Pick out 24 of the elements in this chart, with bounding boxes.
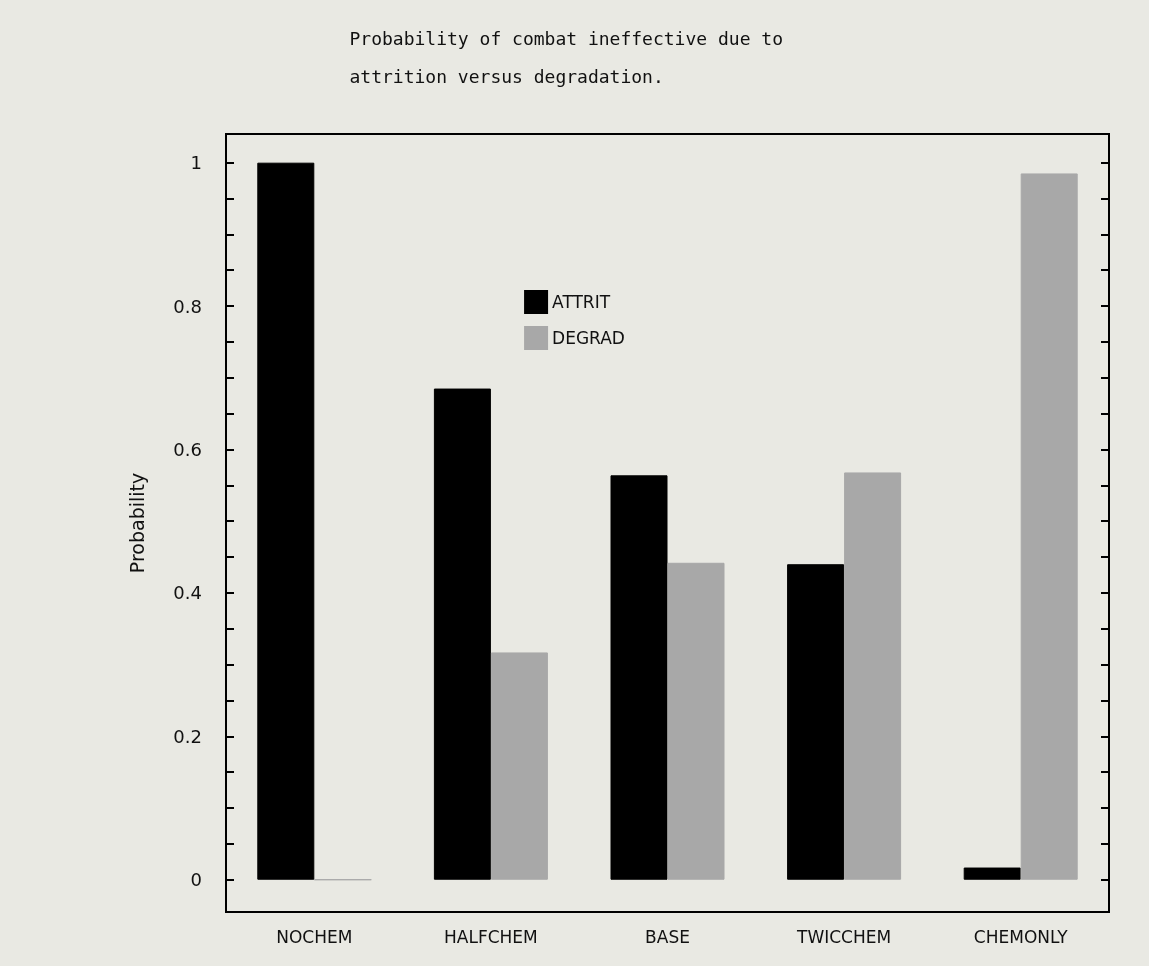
bar bbox=[257, 162, 315, 880]
y-tick-label: 0.6 bbox=[173, 439, 202, 460]
bar bbox=[844, 472, 902, 880]
x-tick-label: CHEMONLY bbox=[973, 926, 1069, 947]
x-tick-label: NOCHEM bbox=[276, 926, 353, 947]
bar bbox=[433, 388, 491, 880]
bar bbox=[667, 562, 725, 880]
bar bbox=[963, 867, 1021, 880]
y-tick-label: 0.8 bbox=[173, 295, 202, 317]
bar bbox=[490, 652, 548, 880]
y-tick-label: 0.4 bbox=[173, 582, 202, 604]
chart-title: Probability of combat ineffective due to attrition versus degradation. bbox=[349, 27, 794, 87]
x-tick-label: HALFCHEM bbox=[444, 926, 538, 947]
y-tick-label: 0 bbox=[190, 869, 202, 891]
x-tick-label: BASE bbox=[645, 926, 690, 947]
bar bbox=[1020, 173, 1078, 880]
bar bbox=[787, 564, 845, 880]
legend-label: ATTRIT bbox=[552, 292, 611, 312]
y-tick-label: 1 bbox=[190, 152, 202, 174]
legend-label: DEGRAD bbox=[552, 328, 625, 348]
x-tick-label: TWICCHEM bbox=[796, 926, 892, 947]
bar bbox=[610, 475, 668, 880]
y-axis-title: Probability bbox=[125, 472, 148, 574]
y-tick-label: 0.2 bbox=[173, 725, 202, 747]
